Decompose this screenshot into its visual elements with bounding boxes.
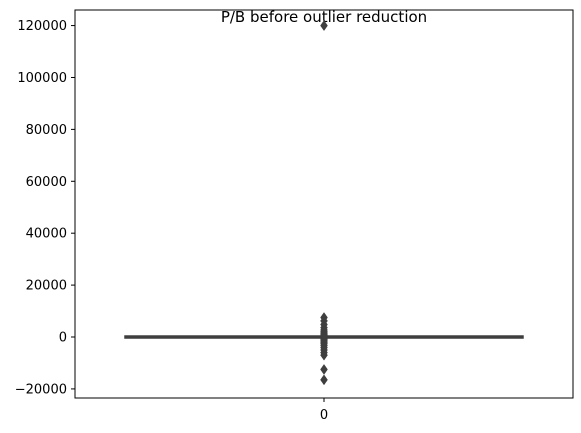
- y-tick-label: 0: [59, 331, 67, 346]
- outlier-group: [320, 20, 328, 386]
- x-tick-label: 0: [320, 408, 328, 423]
- y-tick-label: 60000: [26, 175, 67, 190]
- chart-title: P/B before outlier reduction: [221, 8, 427, 26]
- outlier-point: [320, 20, 328, 32]
- outlier-point: [320, 349, 328, 361]
- outlier-point: [320, 374, 328, 386]
- y-tick-label: 120000: [17, 19, 67, 34]
- y-axis: −20000 0 20000 40000 60000 80000 100000 120000: [15, 19, 75, 397]
- y-tick-label: 100000: [17, 71, 67, 86]
- y-tick-label: −20000: [15, 382, 67, 397]
- outlier-point: [320, 364, 328, 375]
- y-tick-label: 80000: [26, 123, 67, 138]
- y-tick-label: 20000: [26, 279, 67, 294]
- x-axis: 0: [320, 398, 328, 423]
- y-tick-label: 40000: [26, 227, 67, 242]
